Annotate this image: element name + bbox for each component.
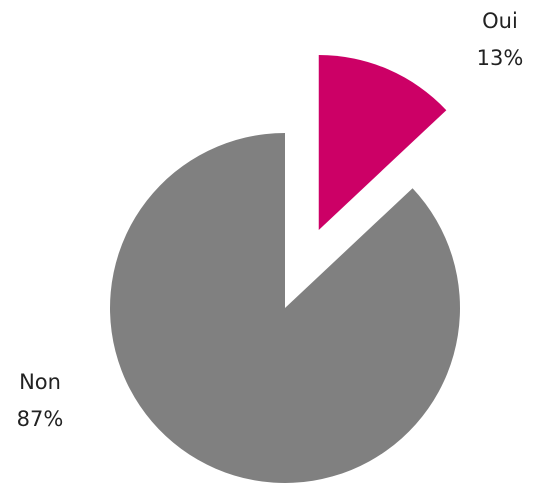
pie-slice bbox=[318, 54, 447, 230]
pie-slice bbox=[110, 133, 461, 483]
slice-label: Non bbox=[19, 370, 61, 394]
slice-label: Oui bbox=[482, 9, 518, 33]
value-label: 13% bbox=[477, 46, 524, 70]
value-label: 87% bbox=[17, 407, 64, 431]
